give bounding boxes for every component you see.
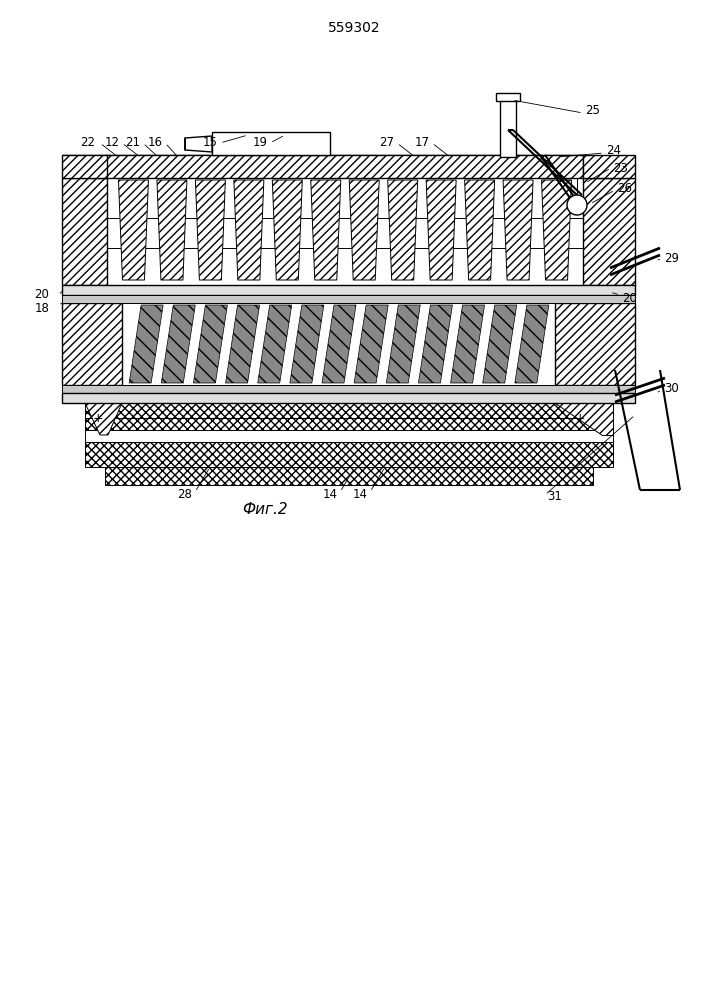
Text: 24: 24 [607, 143, 621, 156]
Polygon shape [450, 305, 484, 383]
Text: 25: 25 [585, 104, 600, 116]
Bar [496, 93, 520, 101]
Bar [62, 178, 107, 285]
Polygon shape [234, 180, 264, 280]
Bar [500, 97, 516, 157]
Text: 31: 31 [547, 490, 563, 504]
Bar [555, 303, 635, 385]
Polygon shape [226, 305, 259, 383]
Text: 28: 28 [177, 488, 192, 502]
Polygon shape [85, 403, 122, 435]
Bar [62, 285, 635, 295]
Text: +: + [575, 412, 585, 424]
Text: 20: 20 [623, 292, 638, 304]
Polygon shape [542, 180, 571, 280]
Text: 26: 26 [617, 182, 633, 194]
Polygon shape [195, 180, 226, 280]
Bar [212, 132, 330, 155]
Text: 27: 27 [380, 136, 395, 149]
Text: 18: 18 [35, 302, 49, 314]
Text: +: + [93, 412, 103, 424]
Polygon shape [515, 305, 549, 383]
Text: 22: 22 [81, 136, 95, 149]
Polygon shape [258, 305, 292, 383]
Polygon shape [157, 180, 187, 280]
Text: 17: 17 [414, 136, 429, 149]
Bar [85, 442, 613, 467]
Text: 16: 16 [148, 136, 163, 149]
Polygon shape [119, 180, 148, 280]
Polygon shape [483, 305, 517, 383]
Text: 14: 14 [322, 488, 337, 502]
Text: 12: 12 [105, 136, 119, 149]
Polygon shape [555, 403, 613, 435]
Bar [85, 403, 613, 430]
Polygon shape [419, 305, 452, 383]
Text: 19: 19 [252, 136, 267, 149]
Circle shape [567, 195, 587, 215]
Polygon shape [386, 305, 420, 383]
Text: 559302: 559302 [327, 21, 380, 35]
Text: 30: 30 [665, 381, 679, 394]
Bar [62, 155, 107, 178]
Bar [583, 178, 635, 285]
Text: 29: 29 [665, 251, 679, 264]
Bar [62, 385, 635, 393]
Polygon shape [354, 305, 388, 383]
Bar [107, 178, 583, 285]
Text: Фиг.2: Фиг.2 [243, 502, 288, 518]
Text: 14: 14 [353, 488, 368, 502]
Polygon shape [322, 305, 356, 383]
Polygon shape [503, 180, 533, 280]
Bar [105, 467, 593, 485]
Bar [85, 430, 613, 442]
Text: 23: 23 [614, 161, 629, 174]
Text: 20: 20 [35, 288, 49, 302]
Bar [122, 303, 555, 385]
Polygon shape [194, 305, 228, 383]
Bar [62, 295, 635, 303]
Text: 21: 21 [126, 136, 141, 149]
Bar [583, 155, 635, 178]
Polygon shape [426, 180, 456, 280]
Bar [62, 393, 635, 403]
Polygon shape [161, 305, 195, 383]
Polygon shape [464, 180, 495, 280]
Polygon shape [349, 180, 379, 280]
Text: 15: 15 [203, 136, 218, 149]
Polygon shape [387, 180, 418, 280]
Polygon shape [272, 180, 303, 280]
Polygon shape [290, 305, 324, 383]
Bar [62, 303, 122, 385]
Polygon shape [129, 305, 163, 383]
Bar [105, 155, 583, 178]
Polygon shape [311, 180, 341, 280]
Polygon shape [185, 136, 212, 152]
